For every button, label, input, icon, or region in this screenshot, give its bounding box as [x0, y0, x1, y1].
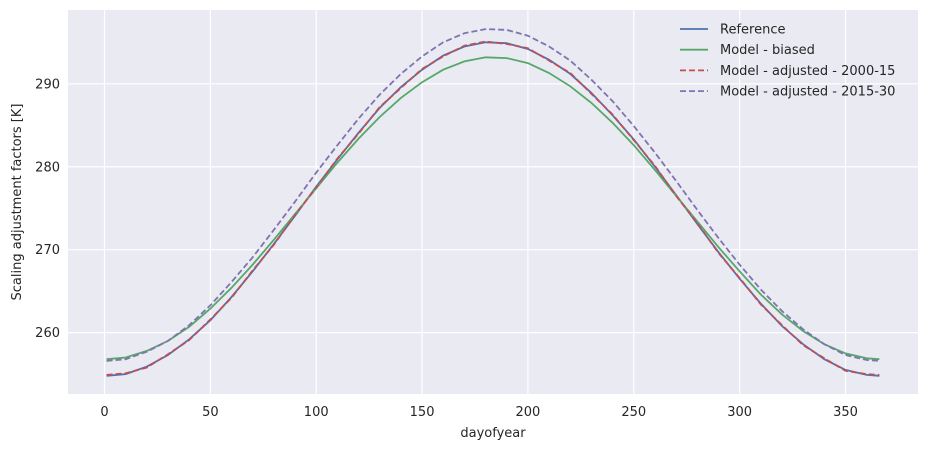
- series-line: [106, 40, 880, 376]
- legend-label: Reference: [720, 23, 785, 38]
- legend-label: Model - adjusted - 2015-30: [720, 85, 895, 100]
- y-tick-label: 270: [35, 243, 60, 258]
- x-tick-label: 300: [727, 405, 752, 420]
- x-tick-label: 200: [516, 405, 541, 420]
- plot-area: [68, 10, 918, 394]
- x-tick-label: 50: [202, 405, 219, 420]
- x-tick-label: 350: [833, 405, 858, 420]
- x-axis-label: dayofyear: [460, 426, 526, 441]
- series-line: [106, 28, 880, 362]
- x-tick-label: 250: [621, 405, 646, 420]
- y-tick-label: 280: [35, 160, 60, 175]
- y-axis-label: Scaling adjustment factors [K]: [10, 104, 25, 301]
- y-tick-label: 260: [35, 326, 60, 341]
- y-tick-label: 290: [35, 77, 60, 92]
- x-tick-label: 100: [304, 405, 329, 420]
- series-line: [106, 56, 880, 361]
- x-tick-label: 150: [410, 405, 435, 420]
- legend-label: Model - biased: [720, 43, 815, 58]
- legend-label: Model - adjusted - 2000-15: [720, 64, 895, 79]
- x-tick-label: 0: [100, 405, 108, 420]
